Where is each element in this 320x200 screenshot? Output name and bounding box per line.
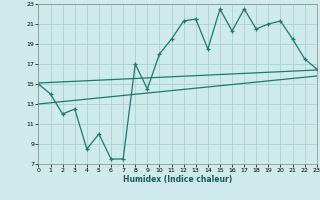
X-axis label: Humidex (Indice chaleur): Humidex (Indice chaleur): [123, 175, 232, 184]
